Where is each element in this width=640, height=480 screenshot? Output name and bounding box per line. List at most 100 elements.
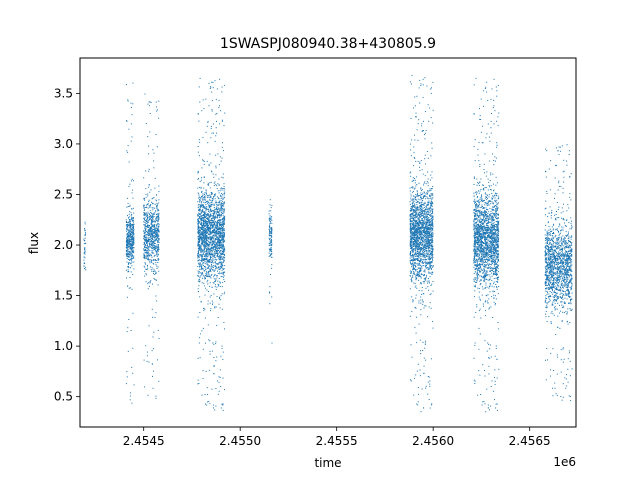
data-point [152,197,154,199]
data-point [210,137,212,139]
data-point [147,242,149,244]
data-point [412,235,414,237]
data-point [216,221,218,223]
data-point [431,223,433,225]
data-point [199,266,201,268]
data-point [130,107,132,108]
data-point [149,244,150,245]
data-point [411,266,413,268]
data-point [420,197,422,199]
data-point [419,202,421,204]
data-point [199,186,201,188]
data-point [202,242,204,244]
data-point [208,273,210,275]
data-point [430,92,432,94]
data-point [149,241,151,243]
data-point [156,234,158,236]
data-point [157,208,159,210]
data-point [143,238,145,240]
data-point [214,246,216,248]
data-point [215,203,217,205]
data-point [417,206,419,208]
data-point [423,254,424,256]
data-point [221,262,223,264]
data-point [84,234,86,236]
data-point [410,380,412,382]
data-point [429,232,430,233]
data-point [213,365,215,367]
data-point [129,243,131,245]
data-point [426,255,428,257]
data-point [415,294,417,296]
data-point [219,258,221,260]
data-point [198,285,200,287]
data-point [152,348,154,350]
data-point [429,383,431,385]
data-point [197,219,199,221]
data-point [205,216,207,218]
data-point [127,215,128,217]
data-point [132,274,134,275]
data-point [429,206,431,208]
data-point [153,277,155,279]
data-point [221,231,223,233]
data-point [431,254,433,256]
data-point [197,379,199,381]
data-point [426,181,428,183]
data-point [214,213,216,215]
data-point [219,376,221,378]
data-point [417,239,419,241]
data-point [199,265,201,267]
data-point [432,227,434,229]
data-point [154,245,156,247]
data-point [269,231,271,233]
data-point [125,253,127,255]
data-point [430,229,432,231]
data-point [420,270,422,272]
data-point [130,235,132,237]
data-point [208,216,210,218]
data-point [130,217,132,219]
data-point [198,195,200,197]
data-point [207,229,209,231]
data-point [209,230,211,232]
data-point [201,219,203,221]
data-point [132,251,134,253]
data-point [270,241,271,243]
data-point [157,241,159,243]
data-point [431,198,433,200]
data-point [213,203,215,205]
data-point [213,237,215,239]
data-point [410,237,412,239]
data-point [217,240,219,242]
data-point [127,266,129,267]
data-point [219,250,221,252]
data-point [204,239,205,240]
data-point [128,256,130,258]
data-point [150,260,152,262]
data-point [152,231,154,233]
data-point [416,215,418,217]
data-point [204,201,206,203]
data-point [221,265,223,267]
data-point [202,225,204,227]
data-point [224,257,226,258]
data-point [412,299,414,301]
data-point [218,207,220,209]
data-point [424,195,426,197]
data-point [207,248,209,249]
data-point [157,329,159,331]
data-point [149,230,151,232]
data-point [423,226,425,228]
data-point [414,211,416,213]
data-point [218,245,220,247]
data-point [145,249,146,250]
data-point [432,242,434,244]
data-point [431,235,433,237]
data-point [200,187,202,189]
data-point [221,253,223,255]
data-point [203,215,204,217]
data-point [222,194,223,196]
data-point [220,215,222,216]
data-point [144,245,146,247]
